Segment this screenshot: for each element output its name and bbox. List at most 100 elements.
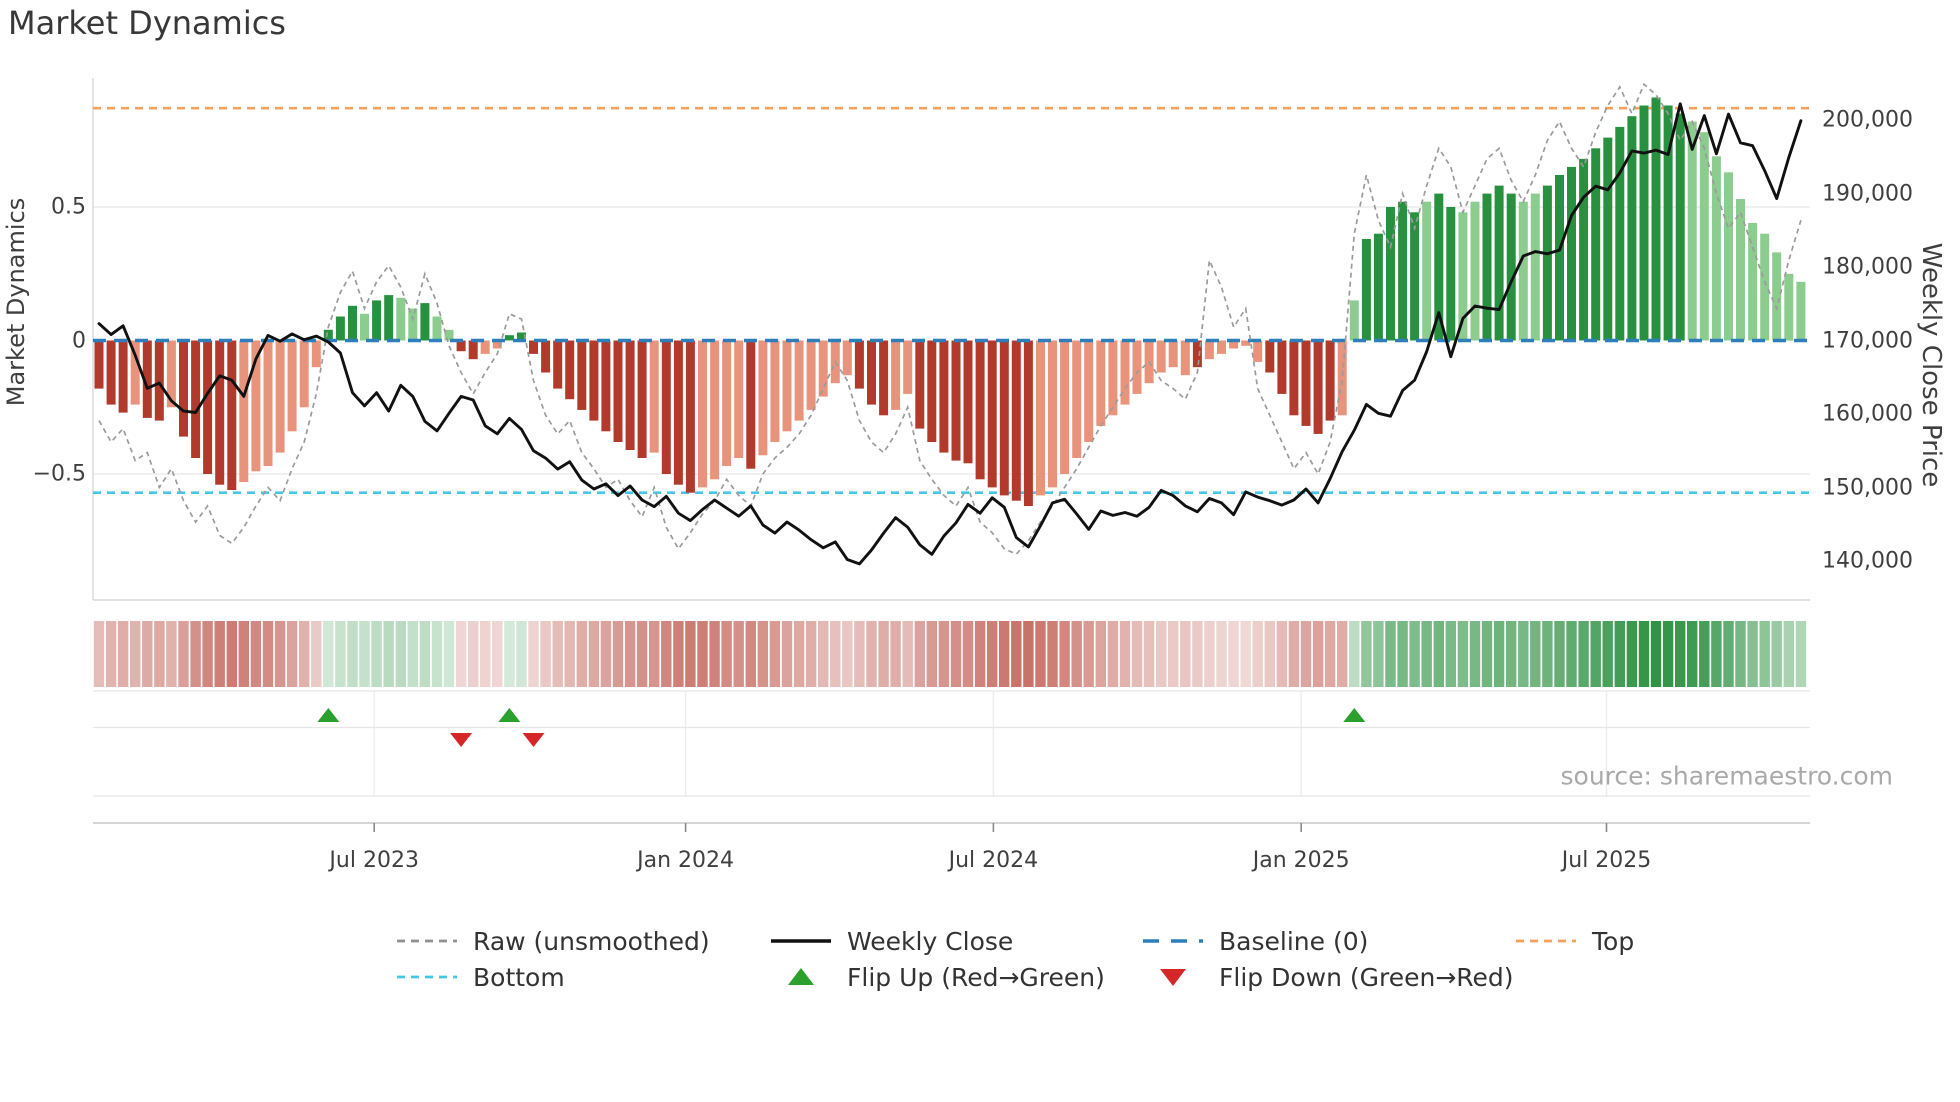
dynamics-bar [1313,340,1323,434]
heatmap-cell [1759,621,1770,687]
dynamics-bar [927,340,937,442]
heatmap-cell [1143,621,1155,687]
dynamics-bar [1325,340,1335,421]
y-tick-right: 160,000 [1822,401,1913,427]
dynamics-bar [1011,340,1021,501]
dynamics-bar [1651,97,1661,341]
right-axis-title: Weekly Close Price [1916,242,1946,488]
dynamics-bar [1168,340,1178,368]
dynamics-bar [1639,105,1649,341]
dynamics-bar [1277,340,1287,394]
dynamics-bars [94,97,1806,506]
x-tick: Jan 2024 [637,848,735,873]
dynamics-bar [1036,340,1045,496]
heatmap-cell [492,621,503,687]
heatmap-cell [105,621,117,687]
dynamics-bar [661,340,671,474]
dynamics-bar [1748,223,1758,341]
heatmap-cell [286,621,298,687]
heatmap-cell [1771,621,1782,687]
dynamics-bar [1784,273,1794,341]
heatmap-cell [830,621,841,687]
dynamics-bar [142,340,152,418]
heatmap-cell [1192,621,1203,687]
heatmap-cell [1361,621,1372,687]
heatmap-cell [938,621,950,687]
dynamics-bar [1422,201,1432,341]
heatmap-cell [1071,621,1082,687]
x-tick: Jul 2025 [1561,848,1652,873]
dynamics-bar [541,340,551,373]
heatmap-cell [371,621,382,687]
dynamics-bar [1579,158,1589,341]
flip-up-triangle-icon [770,964,832,990]
left-axis-title: Market Dynamics [2,197,30,407]
heatmap-cell [999,621,1010,687]
dynamics-bar [1361,239,1371,341]
heatmap-cell [142,621,153,687]
x-tick: Jan 2025 [1252,848,1350,873]
dynamics-bar [263,340,273,466]
dynamics-bar [106,340,116,405]
y-tick-right: 170,000 [1822,328,1913,353]
heatmap-cell [564,621,575,687]
heatmap-cell [1711,621,1722,687]
raw-line-sample [396,928,458,954]
dynamics-bar [806,340,816,410]
flip-down-triangle-icon [1142,964,1204,990]
heatmap-cell [1156,621,1167,687]
heatmap-cell [1023,621,1034,687]
heatmap-cell [974,621,986,687]
dynamics-bar [408,308,418,341]
source-credit: source: sharemaestro.com [1560,761,1894,791]
heatmap-cell [1795,621,1807,687]
y-tick-right: 200,000 [1822,107,1913,133]
dynamics-bar [1567,166,1576,341]
dynamics-bar [1373,233,1383,341]
legend-item-flip-down: Flip Down (Green→Red) [1142,959,1514,995]
heatmap-cell [1228,621,1239,687]
dynamics-bar [239,340,249,482]
heatmap-cell [395,621,406,687]
heatmap-cell [1542,621,1553,687]
heatmap-cell [323,621,334,687]
dynamics-bar [517,332,526,341]
dynamics-bar [251,340,261,472]
heatmap-cell [1675,621,1686,687]
flip-markers [317,708,1366,747]
flip-down-marker [522,733,545,747]
dynamics-bar [420,303,430,341]
heatmap-cell [1168,621,1179,687]
heatmap-cell [1216,621,1227,687]
heatmap-cell [1626,621,1638,687]
dynamics-bar [1663,105,1673,341]
heatmap-cell [1638,621,1650,687]
raw-line [98,82,1802,556]
heatmap-cell [926,621,937,687]
heatmap-cell [1300,621,1312,687]
heatmap-strip [93,621,1807,687]
dynamics-bar [1482,193,1492,341]
heatmap-cell [540,621,551,687]
dynamics-bar [1542,185,1552,341]
legend-item-baseline: Baseline (0) [1142,923,1368,959]
heatmap-cell [697,621,708,687]
heatmap-cell [274,621,286,687]
heatmap-cell [1337,621,1348,687]
heatmap-cell [250,621,262,687]
heatmap-cell [612,621,624,687]
heatmap-cell [1252,621,1263,687]
heatmap-cell [516,621,527,687]
heatmap-cell [1409,621,1420,687]
dynamics-bar [951,340,961,461]
heatmap-cell [636,621,648,687]
heatmap-cell [1433,621,1444,687]
dynamics-bar [1736,199,1745,341]
dynamics-bar [311,340,321,368]
dynamics-bar [94,340,104,389]
heatmap-cell [709,621,720,687]
heatmap-cell [866,621,877,687]
dynamics-bar [601,340,611,432]
dynamics-bar [915,340,925,429]
heatmap-cell [154,621,165,687]
